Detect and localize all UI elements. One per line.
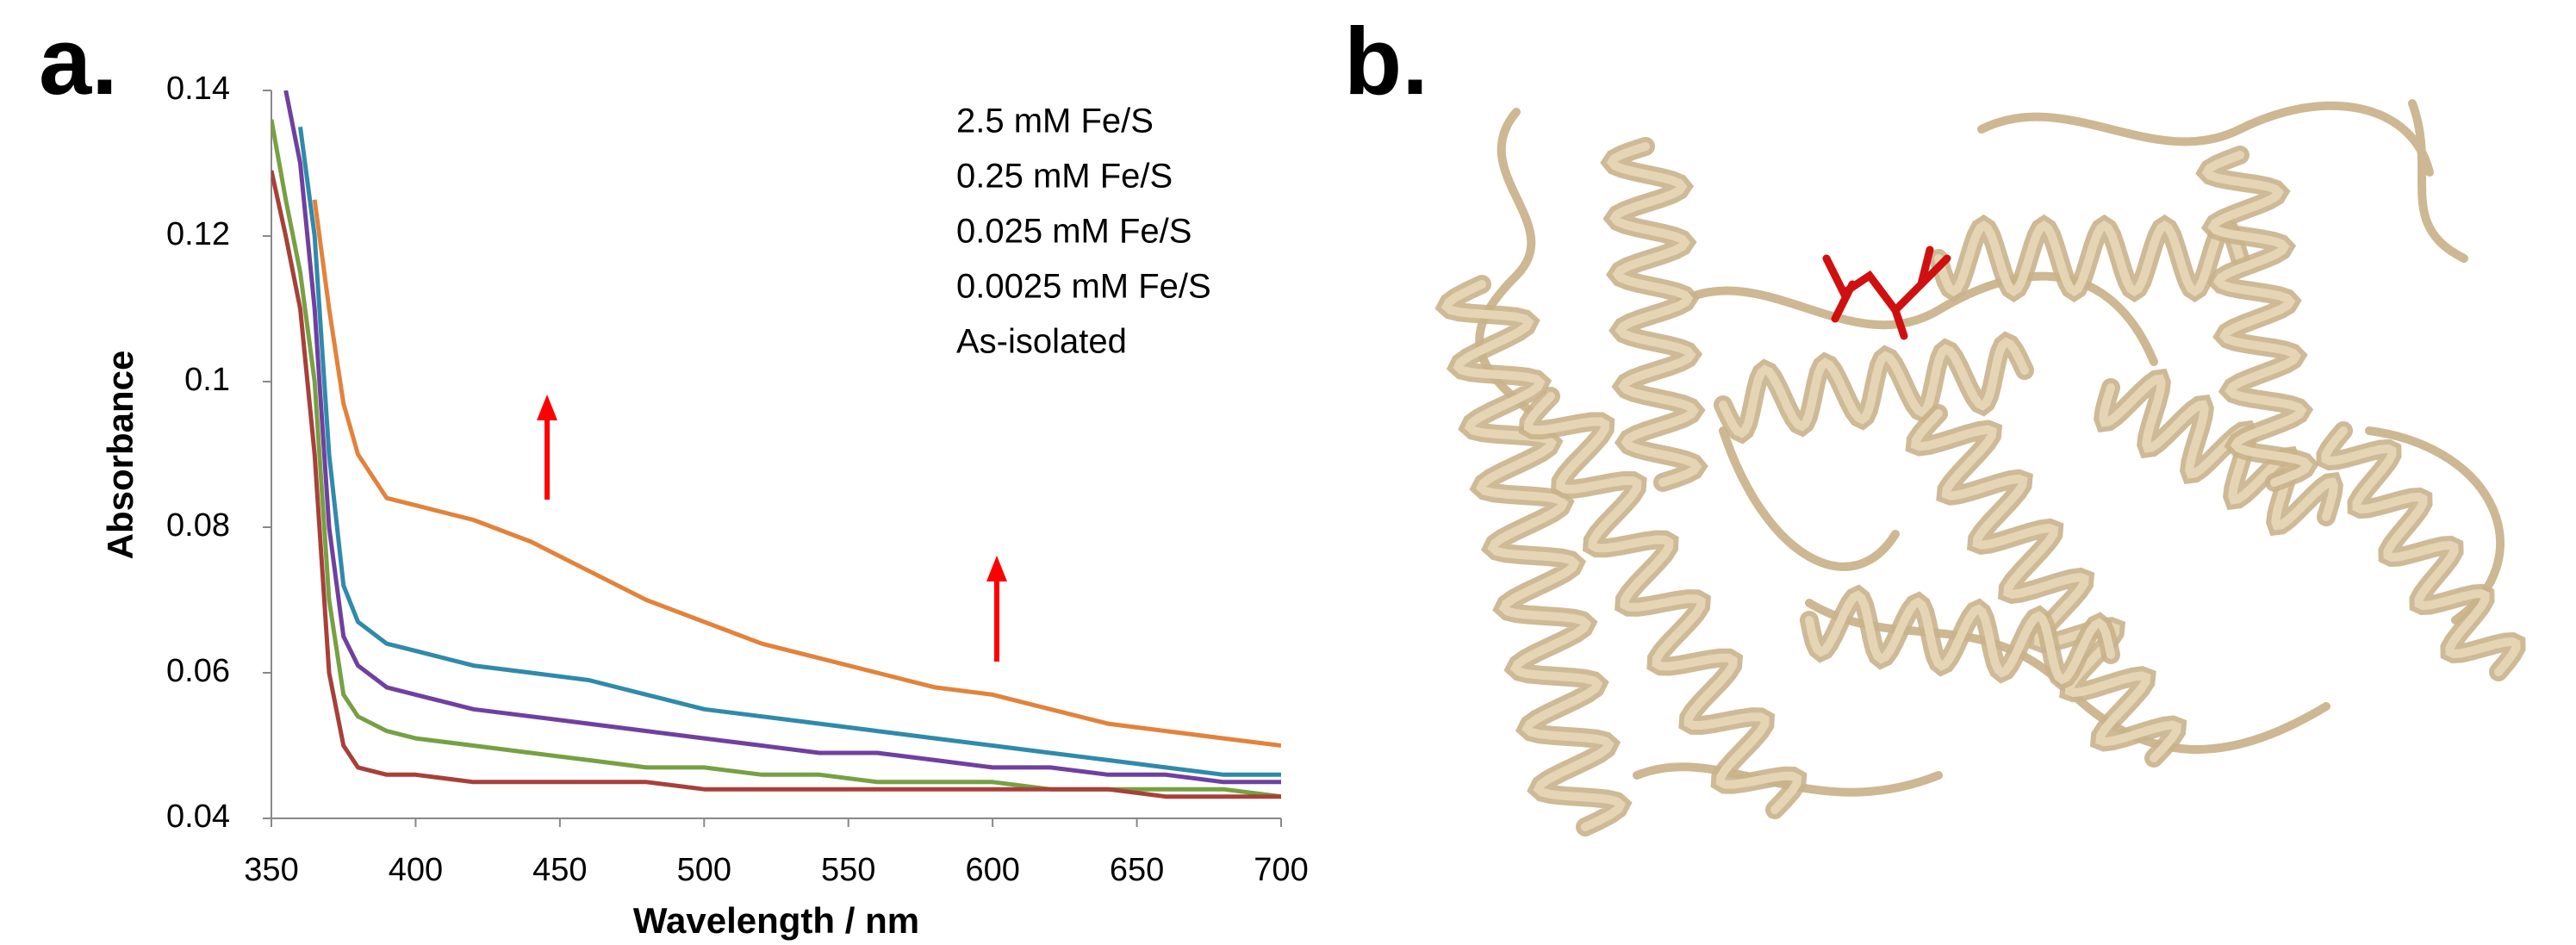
helix-shade — [1440, 280, 1627, 831]
x-tick-label: 500 — [677, 852, 731, 888]
data-line — [312, 199, 1281, 748]
helix-shade — [1910, 409, 2182, 762]
data-line — [298, 126, 1281, 777]
legend-entry: As-isolated — [956, 323, 1127, 361]
data-line — [271, 170, 1281, 799]
legend-entry: 0.0025 mM Fe/S — [956, 268, 1211, 306]
ligand — [1822, 246, 1951, 340]
y-tick-label: 0.14 — [166, 71, 230, 107]
arrow-head — [986, 556, 1007, 581]
y-tick-label: 0.12 — [166, 216, 230, 252]
legend-entry: 2.5 mM Fe/S — [956, 103, 1154, 140]
y-tick-label: 0.08 — [166, 507, 230, 544]
helix-shade — [1606, 142, 1702, 487]
helix-shade — [1523, 392, 1802, 814]
panel-label: a. — [39, 9, 118, 115]
loop — [1676, 271, 2158, 366]
x-tick-label: 600 — [965, 852, 1019, 888]
x-tick-label: 700 — [1254, 852, 1308, 888]
protein-structure — [1434, 99, 2526, 836]
x-tick-label: 350 — [244, 852, 298, 888]
x-tick-label: 450 — [532, 852, 587, 888]
annotation-arrows — [537, 395, 1007, 662]
x-tick-label: 550 — [821, 852, 875, 888]
helix-shade — [2201, 151, 2313, 487]
helix-shade — [1719, 337, 2029, 438]
plot-lines — [271, 90, 1281, 799]
arrow-head — [537, 395, 557, 420]
y-axis-title: Absorbance — [100, 351, 140, 560]
loop — [1977, 101, 2434, 177]
panel-label: b. — [1344, 9, 1428, 115]
helix-shade — [1934, 221, 2244, 296]
y-tick-label: 0.04 — [166, 799, 230, 835]
x-axis-title: Wavelength / nm — [633, 900, 919, 941]
y-tick-label: 0.06 — [166, 653, 230, 689]
legend-entry: 0.025 mM Fe/S — [956, 213, 1192, 251]
helix-shade — [2099, 374, 2338, 531]
x-tick-label: 650 — [1110, 852, 1164, 888]
loop — [1719, 426, 1900, 571]
loop — [2408, 99, 2468, 263]
data-line — [283, 90, 1281, 785]
helix-shade — [2321, 426, 2521, 676]
x-tick-label: 400 — [389, 852, 443, 888]
y-tick-label: 0.1 — [184, 362, 230, 398]
helix-shade — [1805, 590, 2115, 685]
legend-entry: 0.25 mM Fe/S — [956, 158, 1173, 196]
